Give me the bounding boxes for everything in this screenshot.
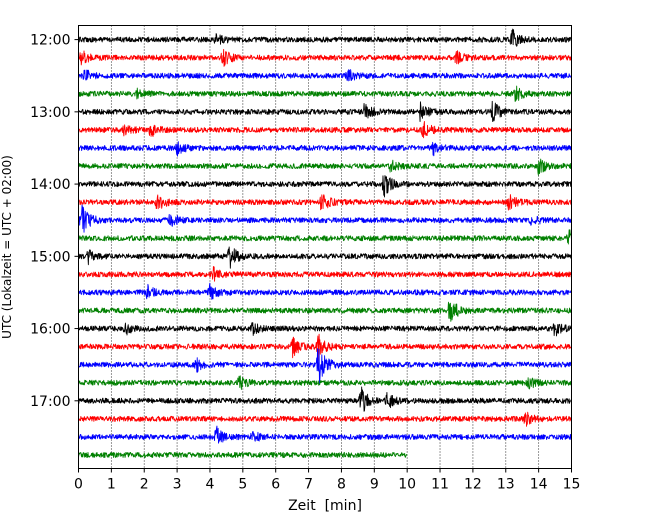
seismic-traces: [78, 28, 572, 459]
seismic-trace-line: [78, 100, 572, 122]
seismic-trace-line: [78, 333, 572, 362]
seismic-trace-line: [78, 85, 572, 102]
x-tick-label: 3: [173, 477, 182, 493]
x-tick-label: 4: [206, 477, 215, 493]
seismic-trace-line: [78, 28, 572, 47]
x-axis-ticks: 0 1 2 3 4 5 6 7 8 9 10 11 12 13 14 15: [74, 468, 581, 493]
seismic-trace-line: [78, 266, 572, 282]
seismic-trace-line: [78, 411, 572, 427]
seismic-trace-line: [78, 348, 572, 385]
seismic-trace-line: [78, 194, 572, 211]
x-tick-label: 7: [304, 477, 313, 493]
seismic-trace-line: [78, 158, 572, 176]
x-tick-label: 14: [530, 477, 548, 493]
seismic-trace-line: [78, 246, 572, 269]
seismic-trace-line: [78, 120, 572, 139]
seismic-trace-line: [78, 175, 572, 198]
y-tick-label: 12:00: [30, 33, 70, 49]
seismic-trace-line: [78, 204, 572, 233]
y-tick-label: 17:00: [30, 394, 70, 410]
x-tick-label: 6: [271, 477, 280, 493]
x-tick-label: 1: [107, 477, 116, 493]
x-tick-label: 11: [431, 477, 449, 493]
x-tick-label: 8: [337, 477, 346, 493]
seismic-trace-line: [78, 48, 572, 67]
seismic-trace-line: [78, 141, 572, 157]
seismic-trace-line: [78, 425, 572, 444]
seismic-trace-line: [78, 301, 572, 322]
x-tick-label: 0: [74, 477, 83, 493]
plot-frame: [78, 25, 572, 469]
seismic-trace-line: [78, 451, 408, 459]
x-tick-label: 9: [370, 477, 379, 493]
y-tick-label: 14:00: [30, 177, 70, 193]
seismic-trace-line: [78, 282, 572, 300]
x-tick-label: 10: [398, 477, 416, 493]
y-axis-ticks: 12:00 13:00 14:00 15:00 16:00 17:00: [30, 33, 79, 410]
y-axis-label: UTC (Lokalzeit = UTC + 02:00): [0, 155, 14, 339]
seismic-trace-line: [78, 229, 572, 245]
y-tick-label: 15:00: [30, 249, 70, 265]
seismic-trace-line: [78, 69, 572, 82]
x-tick-label: 12: [464, 477, 482, 493]
seismic-trace-line: [78, 375, 572, 390]
x-tick-label: 2: [140, 477, 149, 493]
y-tick-label: 13:00: [30, 105, 70, 121]
seismic-trace-line: [78, 386, 572, 412]
seismic-trace-line: [78, 322, 572, 337]
x-tick-label: 15: [563, 477, 581, 493]
x-tick-label: 5: [238, 477, 247, 493]
y-tick-label: 16:00: [30, 322, 70, 338]
x-axis-label: Zeit [min]: [288, 498, 362, 514]
x-tick-label: 13: [497, 477, 515, 493]
grid-lines: [110, 25, 540, 469]
